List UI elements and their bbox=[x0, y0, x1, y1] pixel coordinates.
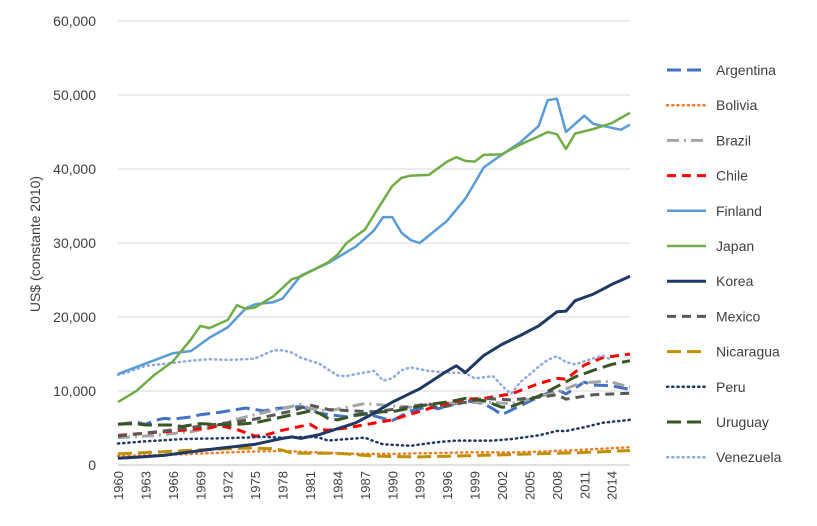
x-tick-label: 1966 bbox=[166, 471, 181, 500]
x-tick-label: 1981 bbox=[303, 471, 318, 500]
series-line-brazil bbox=[117, 379, 631, 440]
legend-label-japan: Japan bbox=[716, 238, 754, 254]
y-tick-label: 60,000 bbox=[53, 13, 96, 29]
y-axis-ticks: 0 10,000 20,000 30,000 40,000 50,000 60,000 bbox=[53, 13, 96, 473]
x-tick-label: 1960 bbox=[111, 471, 126, 500]
series-line-finland bbox=[117, 97, 631, 376]
x-tick-label: 1978 bbox=[276, 471, 291, 500]
x-tick-label: 1963 bbox=[138, 471, 153, 500]
legend-label-korea: Korea bbox=[716, 273, 754, 289]
x-tick-label: 2014 bbox=[605, 471, 620, 500]
y-tick-label: 50,000 bbox=[53, 87, 96, 103]
x-tick-label: 1987 bbox=[358, 471, 373, 500]
legend-label-brazil: Brazil bbox=[716, 132, 751, 148]
x-tick-label: 1999 bbox=[468, 471, 483, 500]
y-tick-label: 0 bbox=[88, 457, 96, 473]
y-tick-label: 10,000 bbox=[53, 383, 96, 399]
legend-label-uruguay: Uruguay bbox=[716, 414, 769, 430]
x-tick-label: 1972 bbox=[221, 471, 236, 500]
series-line-bolivia bbox=[116, 445, 632, 458]
legend-label-finland: Finland bbox=[716, 203, 762, 219]
x-tick-label: 1969 bbox=[193, 471, 208, 500]
series-line-chile bbox=[117, 352, 631, 438]
y-tick-label: 20,000 bbox=[53, 309, 96, 325]
x-tick-label: 2002 bbox=[495, 471, 510, 500]
legend-label-nicaragua: Nicaragua bbox=[716, 344, 780, 360]
x-tick-label: 1984 bbox=[330, 471, 345, 500]
legend: Argentina Bolivia Brazil Chile Finland Japan K… bbox=[665, 62, 782, 465]
legend-label-argentina: Argentina bbox=[716, 62, 776, 78]
x-tick-label: 2008 bbox=[550, 471, 565, 500]
x-tick-label: 1993 bbox=[413, 471, 428, 500]
legend-label-bolivia: Bolivia bbox=[716, 97, 757, 113]
x-tick-label: 2005 bbox=[522, 471, 537, 500]
x-tick-label: 1990 bbox=[385, 471, 400, 500]
x-axis-ticks: 1960 1963 1966 1969 1972 1975 1978 1981 1984 1987… bbox=[111, 471, 620, 500]
legend-label-chile: Chile bbox=[716, 168, 748, 184]
legend-label-peru: Peru bbox=[716, 379, 746, 395]
y-tick-label: 30,000 bbox=[53, 235, 96, 251]
y-axis-label: US$ (constante 2010) bbox=[27, 176, 43, 312]
series-line-korea bbox=[117, 274, 631, 460]
legend-label-venezuela: Venezuela bbox=[716, 449, 782, 465]
series-line-peru bbox=[116, 418, 632, 448]
series-lines bbox=[116, 97, 632, 460]
x-tick-label: 1975 bbox=[248, 471, 263, 500]
legend-label-mexico: Mexico bbox=[716, 308, 761, 324]
x-tick-label: 1996 bbox=[440, 471, 455, 500]
series-line-japan bbox=[117, 111, 631, 404]
grid-lines bbox=[118, 20, 630, 466]
series-line-venezuela bbox=[116, 349, 613, 396]
x-tick-label: 2011 bbox=[577, 471, 592, 499]
y-tick-label: 40,000 bbox=[53, 161, 96, 177]
